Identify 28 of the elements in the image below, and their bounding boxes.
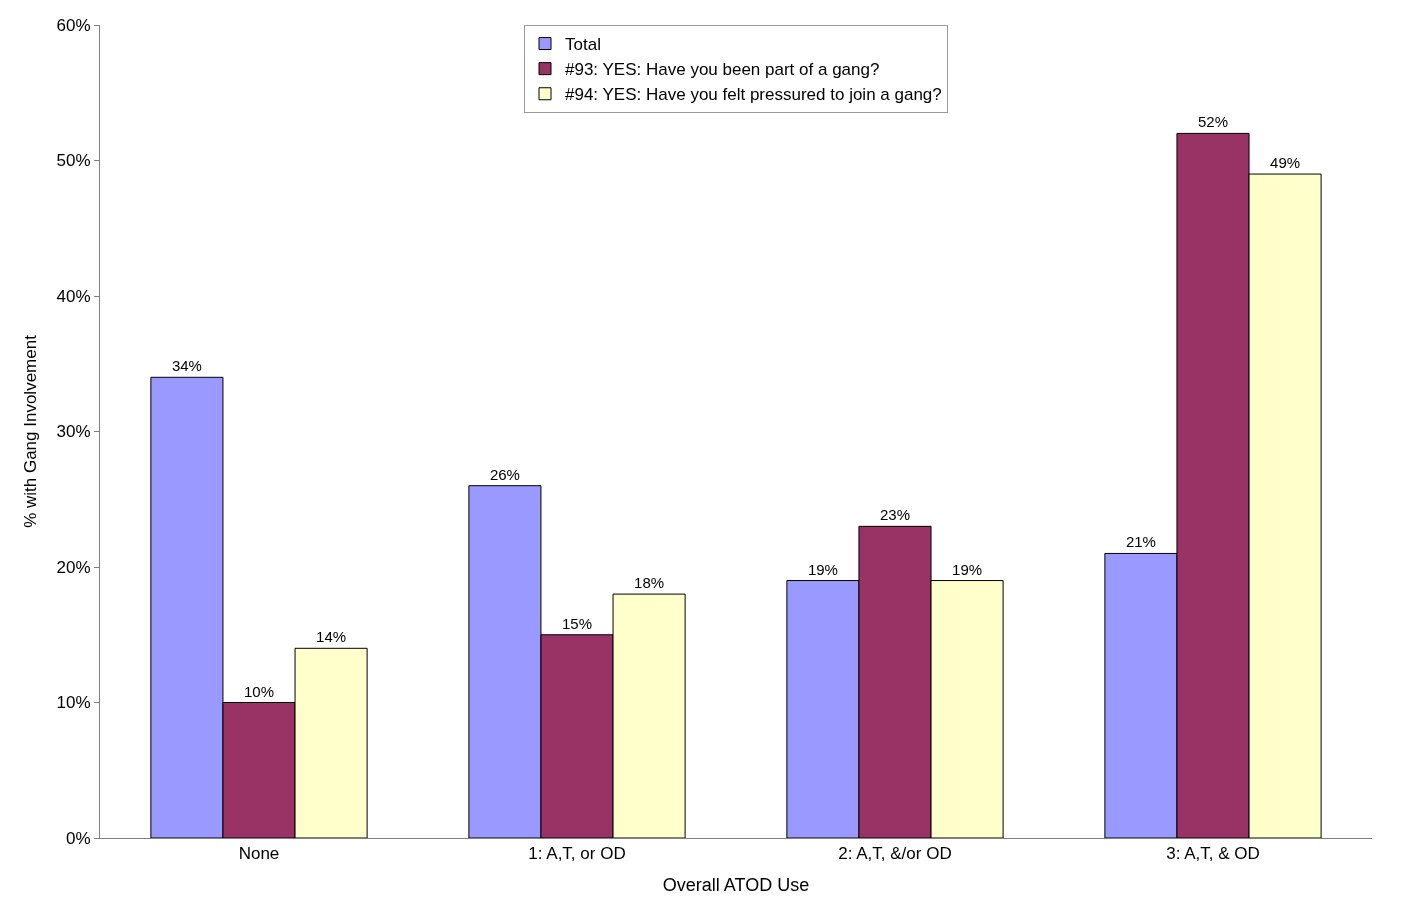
data-label: 18% [634, 574, 665, 592]
legend-label: Total [565, 35, 601, 55]
y-axis-title: % with Gang Involvement [21, 334, 41, 528]
x-tick-label: None [238, 844, 280, 864]
y-tick-label: 40% [56, 286, 91, 306]
y-tick-label: 50% [56, 151, 91, 171]
y-tick-label: 20% [56, 557, 91, 577]
data-label: 52% [1197, 113, 1229, 131]
legend-label: #94: YES: Have you felt pressured to join a gang? [565, 85, 942, 105]
x-tick-label: 3: A,T, & OD [1166, 844, 1260, 864]
data-label: 14% [316, 628, 347, 646]
data-label: 49% [1270, 154, 1301, 172]
legend-label: #93: YES: Have you been part of a gang? [565, 60, 880, 80]
x-tick-label: 2: A,T, &/or OD [838, 844, 952, 864]
y-tick-label: 0% [66, 828, 91, 848]
data-label: 19% [807, 560, 838, 578]
x-axis-title: Overall ATOD Use [662, 874, 810, 895]
data-label: 10% [243, 682, 275, 700]
data-label: 26% [489, 465, 520, 483]
data-label: 19% [952, 560, 983, 578]
y-tick-label: 30% [56, 422, 91, 442]
data-label: 23% [879, 506, 911, 524]
x-tick-label: 1: A,T, or OD [528, 844, 626, 864]
y-tick-label: 10% [56, 693, 91, 713]
data-label: 34% [171, 357, 202, 375]
data-label: 21% [1125, 533, 1156, 551]
data-label: 15% [561, 614, 593, 632]
y-tick-label: 60% [56, 15, 91, 35]
